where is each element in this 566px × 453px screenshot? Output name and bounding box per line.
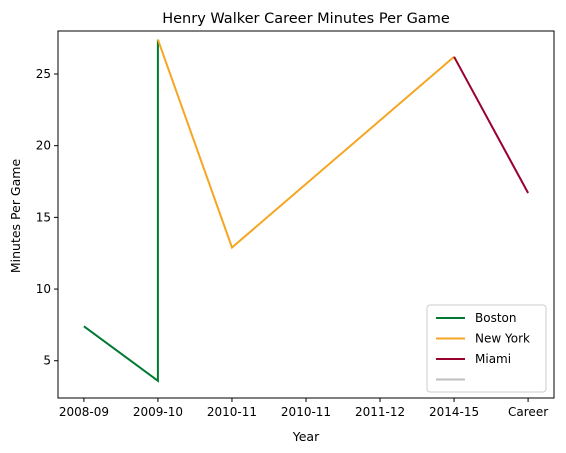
- legend-label-2: Miami: [475, 352, 511, 366]
- y-tick-label: 5: [43, 354, 51, 368]
- series-line-0: [83, 39, 159, 383]
- y-tick-label: 10: [36, 282, 51, 296]
- legend-box: [426, 304, 547, 393]
- legend-label-0: Boston: [475, 311, 516, 325]
- x-tick-label: 2010-11: [207, 405, 257, 419]
- x-tick-label: 2011-12: [355, 405, 405, 419]
- x-tick-label: 2010-11: [281, 405, 331, 419]
- x-tick-label: 2014-15: [429, 405, 479, 419]
- y-tick-label: 15: [36, 210, 51, 224]
- series-line-2: [453, 56, 529, 194]
- legend-label-1: New York: [475, 332, 530, 346]
- legend: Boston New York Miami: [426, 304, 547, 393]
- x-tick-label: 2009-10: [133, 405, 183, 419]
- x-tick-label: Career: [508, 405, 548, 419]
- chart-title: Henry Walker Career Minutes Per Game: [162, 11, 450, 27]
- y-tick-label: 25: [36, 67, 51, 81]
- plot-area: 2008-09 2009-10 2010-11 2010-11 2011-12 2014-…: [36, 30, 555, 419]
- x-axis-label: Year: [292, 429, 320, 444]
- series-line-1: [156, 39, 455, 250]
- y-axis-label: Minutes Per Game: [8, 159, 23, 274]
- x-tick-label: 2008-09: [59, 405, 109, 419]
- y-tick-label: 20: [36, 139, 51, 153]
